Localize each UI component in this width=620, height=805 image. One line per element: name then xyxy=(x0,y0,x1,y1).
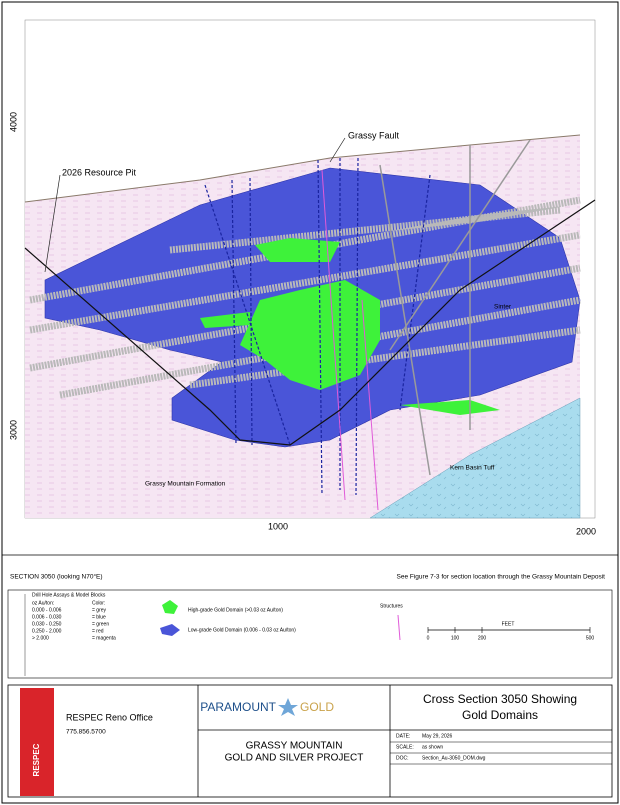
legend-color: = magenta xyxy=(92,635,116,641)
legend-grade: 0.250 - 2.000 xyxy=(32,628,62,634)
drawing-title-2: Gold Domains xyxy=(462,708,538,722)
legend-high-grade: High-grade Gold Domain (>0.03 oz Au/ton) xyxy=(188,607,283,613)
x-label-left: 1000 xyxy=(268,521,288,531)
brand-1: PARAMOUNT xyxy=(200,700,276,714)
legend-low-grade: Low-grade Gold Domain (0.006 - 0.03 oz A… xyxy=(188,627,296,633)
scale-label: SCALE: xyxy=(396,744,414,750)
title-block: RESPEC RESPEC Reno Office 775.856.5700 P… xyxy=(7,684,613,798)
sinter-label: Sinter xyxy=(494,304,512,311)
legend-drill-title: Drill Hole Assays & Model Blocks xyxy=(32,592,106,598)
scale-tick-label: 500 xyxy=(586,635,595,641)
doc: Section_Au-3050_DOM.dwg xyxy=(422,755,486,761)
x-label-right: 2000 xyxy=(576,526,596,536)
cross-section: Grassy Fault 2026 Resource Pit Sinter Gr… xyxy=(8,19,596,536)
legend-low-grade-swatch xyxy=(160,624,180,636)
formation-label: Grassy Mountain Formation xyxy=(145,481,226,488)
high-grade-domain xyxy=(200,238,500,415)
legend-rows: 0.000 - 0.006 = grey 0.006 - 0.030 = blue 0.… xyxy=(32,607,116,641)
section-caption: SECTION 3050 (looking N70°E) xyxy=(10,573,103,581)
title-block-frame xyxy=(7,684,613,798)
office: RESPEC Reno Office xyxy=(66,712,153,722)
respec-logo-text: RESPEC xyxy=(32,743,41,776)
pit-label: 2026 Resource Pit xyxy=(62,167,137,177)
tuff-unit xyxy=(369,397,581,519)
date-label: DATE: xyxy=(396,733,410,739)
legend-grade-header: oz Au/ton: xyxy=(32,600,54,606)
project-1: GRASSY MOUNTAIN xyxy=(246,741,343,752)
fault-label: Grassy Fault xyxy=(348,130,400,140)
scale-tick-label: 100 xyxy=(451,635,460,641)
brand-star xyxy=(278,698,298,716)
scale-ticks: 0 100 200 500 xyxy=(427,627,595,641)
drill-holes-grey xyxy=(379,139,531,476)
structures xyxy=(321,169,379,511)
legend-grade: > 2.000 xyxy=(32,635,49,641)
project-2: GOLD AND SILVER PROJECT xyxy=(225,753,364,764)
legend-high-grade-swatch xyxy=(162,600,178,614)
scale: as shown xyxy=(422,744,443,750)
doc-label: DOC: xyxy=(396,755,409,761)
legend-structures: Structures xyxy=(380,603,403,609)
legend: Drill Hole Assays & Model Blocks oz Au/t… xyxy=(7,589,613,679)
scale-title: FEET xyxy=(502,621,515,627)
scale-tick-label: 200 xyxy=(478,635,487,641)
brand-2: GOLD xyxy=(300,700,334,714)
y-label-bottom: 3000 xyxy=(8,420,18,440)
scale-tick-label: 0 xyxy=(427,635,430,641)
legend-grade: 0.030 - 0.250 xyxy=(32,621,62,627)
legend-color: = green xyxy=(92,621,109,627)
legend-color: = grey xyxy=(92,607,107,613)
legend-color: = blue xyxy=(92,614,106,620)
y-label-top: 4000 xyxy=(8,112,18,132)
legend-grade: 0.006 - 0.030 xyxy=(32,614,62,620)
pit-leader xyxy=(44,174,61,273)
legend-color-header: Color: xyxy=(92,600,105,606)
legend-color: = red xyxy=(92,628,104,634)
topography xyxy=(24,134,581,203)
fault-leader xyxy=(329,137,346,163)
figure-reference: See Figure 7-3 for section location thro… xyxy=(397,574,606,581)
resource-pit xyxy=(24,199,596,446)
respec-logo xyxy=(20,688,54,796)
phone: 775.856.5700 xyxy=(66,729,106,736)
legend-structure-symbol xyxy=(397,614,401,641)
legend-grade: 0.000 - 0.006 xyxy=(32,607,62,613)
tuff-label: Kern Basin Tuff xyxy=(450,465,495,472)
legend-frame xyxy=(7,589,613,679)
drawing-title-1: Cross Section 3050 Showing xyxy=(423,692,577,706)
date: May 29, 2026 xyxy=(422,733,453,739)
